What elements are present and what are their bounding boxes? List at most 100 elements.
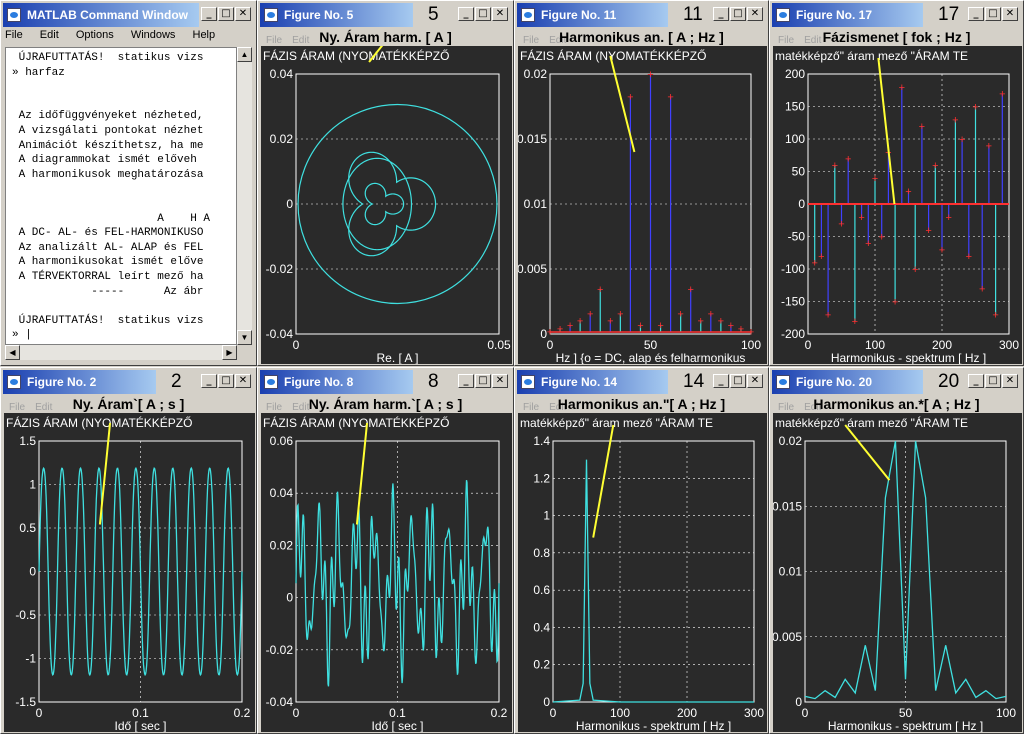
stem-marker: + bbox=[557, 323, 563, 335]
maximize-button[interactable]: □ bbox=[730, 374, 746, 388]
plot-data bbox=[297, 46, 498, 305]
title-bar[interactable]: Figure No. 11 11 _ □ ✕ bbox=[517, 3, 766, 27]
scroll-down-icon[interactable]: ▼ bbox=[237, 330, 252, 345]
y-tick-label: 0 bbox=[286, 591, 293, 605]
y-tick-label: 0.015 bbox=[773, 499, 802, 513]
menu-file[interactable]: File bbox=[9, 402, 26, 413]
minimize-button[interactable]: _ bbox=[201, 374, 217, 388]
menu-file[interactable]: File bbox=[778, 35, 795, 46]
minimize-button[interactable]: _ bbox=[201, 7, 217, 21]
menu-edit[interactable]: Edit bbox=[35, 402, 53, 413]
menu-file[interactable]: File bbox=[523, 35, 540, 46]
close-button[interactable]: ✕ bbox=[492, 7, 508, 21]
figure-window-11[interactable]: Figure No. 11 11 _ □ ✕ File Edit FÁZIS ÁR… bbox=[514, 0, 769, 366]
menu-options[interactable]: Options bbox=[75, 29, 114, 41]
menu-edit[interactable]: Edit bbox=[292, 402, 310, 413]
figure-window-14[interactable]: Figure No. 14 14 _ □ ✕ File Edit matékkép… bbox=[514, 367, 769, 734]
minimize-button[interactable]: _ bbox=[713, 7, 729, 21]
matlab-command-window[interactable]: MATLAB Command Window _ □ ✕ File Edit Op… bbox=[0, 0, 257, 366]
menu-edit[interactable]: Edit bbox=[292, 35, 310, 46]
horizontal-scrollbar[interactable]: ◀ ▶ bbox=[5, 345, 237, 360]
plot-banner: matékképző" áram mező "ÁRAM TE bbox=[520, 415, 713, 430]
figure-window-5[interactable]: Figure No. 5 5 _ □ ✕ File Edit FÁZIS ÁRAM… bbox=[257, 0, 514, 366]
x-tick-label: 100 bbox=[741, 338, 761, 352]
scroll-left-icon[interactable]: ◀ bbox=[5, 345, 20, 360]
x-tick-label: 100 bbox=[865, 338, 885, 352]
phase-marker: + bbox=[979, 284, 985, 296]
title-bar[interactable]: Figure No. 17 17 _ □ ✕ bbox=[772, 3, 1021, 27]
scroll-right-icon[interactable]: ▶ bbox=[222, 345, 237, 360]
command-line: A vizsgálati pontokat nézhet bbox=[12, 125, 204, 137]
menu-edit[interactable]: Edit bbox=[39, 29, 59, 41]
close-button[interactable]: ✕ bbox=[235, 374, 251, 388]
maximize-button[interactable]: □ bbox=[218, 374, 234, 388]
command-line: A TÉRVEKTORRAL leírt mező ha bbox=[12, 271, 204, 283]
command-line: A harmonikusokat ismét előve bbox=[12, 256, 204, 269]
minimize-button[interactable]: _ bbox=[713, 374, 729, 388]
figure-window-20[interactable]: Figure No. 20 20 _ □ ✕ File Edit matékkép… bbox=[769, 367, 1024, 734]
maximize-button[interactable]: □ bbox=[218, 7, 234, 21]
plot-canvas[interactable]: matékképző" áram mező "ÁRAM TE0.020.0150… bbox=[773, 413, 1022, 732]
command-line: A H A bbox=[12, 212, 211, 225]
title-bar[interactable]: Figure No. 5 5 _ □ ✕ bbox=[260, 3, 511, 27]
scroll-up-icon[interactable]: ▲ bbox=[237, 47, 252, 62]
menu-file[interactable]: File bbox=[523, 402, 540, 413]
close-button[interactable]: ✕ bbox=[747, 374, 763, 388]
close-button[interactable]: ✕ bbox=[235, 7, 251, 21]
menu-edit[interactable]: Edit bbox=[549, 35, 567, 46]
phase-marker: + bbox=[986, 141, 992, 153]
command-line: Animációt készíthetsz, ha me bbox=[12, 139, 204, 152]
close-button[interactable]: ✕ bbox=[1002, 374, 1018, 388]
minimize-button[interactable]: _ bbox=[968, 374, 984, 388]
menu-file[interactable]: File bbox=[778, 402, 795, 413]
x-tick-label: 0.2 bbox=[234, 706, 251, 720]
title-bar[interactable]: Figure No. 2 2 _ □ ✕ bbox=[3, 370, 254, 394]
x-tick-label: 0.1 bbox=[389, 706, 406, 720]
menu-windows[interactable]: Windows bbox=[130, 29, 176, 41]
maximize-button[interactable]: □ bbox=[730, 7, 746, 21]
plot-canvas[interactable]: matékképző" áram mező "ÁRAM TE 200 150 100 5… bbox=[773, 46, 1022, 364]
figure-number: 8 bbox=[428, 371, 439, 392]
close-button[interactable]: ✕ bbox=[492, 374, 508, 388]
menu-edit[interactable]: Edit bbox=[549, 402, 567, 413]
maximize-button[interactable]: □ bbox=[475, 374, 491, 388]
close-button[interactable]: ✕ bbox=[747, 7, 763, 21]
phase-marker: + bbox=[925, 225, 931, 237]
command-output[interactable]: ÚJRAFUTTATÁS! statikus vizs » harfaz Az i… bbox=[5, 47, 237, 345]
plot-canvas[interactable]: matékképző" áram mező "ÁRAM TE 1.4 1.2 1 0.8… bbox=[518, 413, 767, 732]
title-bar[interactable]: Figure No. 14 14 _ □ ✕ bbox=[517, 370, 766, 394]
minimize-button[interactable]: _ bbox=[458, 374, 474, 388]
plot-banner: FÁZIS ÁRAM (NYOMATÉKKÉPZŐ bbox=[6, 415, 192, 430]
figure-window-8[interactable]: Figure No. 8 8 _ □ ✕ File Edit FÁZIS ÁRAM… bbox=[257, 367, 514, 734]
minimize-button[interactable]: _ bbox=[968, 7, 984, 21]
maximize-button[interactable]: □ bbox=[985, 374, 1001, 388]
minimize-button[interactable]: _ bbox=[458, 7, 474, 21]
menu-file[interactable]: File bbox=[266, 402, 283, 413]
plot-canvas[interactable]: FÁZIS ÁRAM (NYOMATÉKKÉPZŐ0.060.040.020-0… bbox=[261, 413, 512, 732]
x-tick-label: 50 bbox=[899, 706, 913, 720]
phase-marker: + bbox=[959, 134, 965, 146]
phase-marker: + bbox=[832, 160, 838, 172]
plot-canvas[interactable]: FÁZIS ÁRAM (NYOMATÉKKÉPZŐ 0.04 0.02 0 -0.02 -… bbox=[261, 46, 512, 364]
plot-canvas[interactable]: FÁZIS ÁRAM (NYOMATÉKKÉPZŐ 0.02 0.015 0.01 0.… bbox=[518, 46, 767, 364]
y-tick-label: 1.5 bbox=[19, 434, 36, 448]
stem-marker: + bbox=[698, 315, 704, 327]
menu-help[interactable]: Help bbox=[192, 29, 216, 41]
close-button[interactable]: ✕ bbox=[1002, 7, 1018, 21]
figure-window-17[interactable]: Figure No. 17 17 _ □ ✕ File Edit matékkép… bbox=[769, 0, 1024, 366]
title-bar[interactable]: MATLAB Command Window _ □ ✕ bbox=[3, 3, 254, 27]
x-tick-label: 200 bbox=[932, 338, 952, 352]
title-bar[interactable]: Figure No. 8 8 _ □ ✕ bbox=[260, 370, 511, 394]
menu-edit[interactable]: Edit bbox=[804, 35, 822, 46]
maximize-button[interactable]: □ bbox=[985, 7, 1001, 21]
command-line: Az időfüggvényeket nézheted, bbox=[12, 110, 204, 123]
figure-window-2[interactable]: Figure No. 2 2 _ □ ✕ File Edit FÁZIS ÁRAM… bbox=[0, 367, 257, 734]
plot-canvas[interactable]: FÁZIS ÁRAM (NYOMATÉKKÉPZŐ 1.5 1 0.5 0 -0.5 -1 -… bbox=[4, 413, 255, 732]
vertical-scrollbar[interactable]: ▲ ▼ bbox=[237, 47, 252, 345]
menu-edit[interactable]: Edit bbox=[804, 402, 822, 413]
title-bar[interactable]: Figure No. 20 20 _ □ ✕ bbox=[772, 370, 1021, 394]
menu-file[interactable]: File bbox=[5, 29, 23, 41]
x-axis-label: Harmonikus - spektrum [ Hz ] bbox=[831, 351, 986, 364]
maximize-button[interactable]: □ bbox=[475, 7, 491, 21]
menu-file[interactable]: File bbox=[266, 35, 283, 46]
